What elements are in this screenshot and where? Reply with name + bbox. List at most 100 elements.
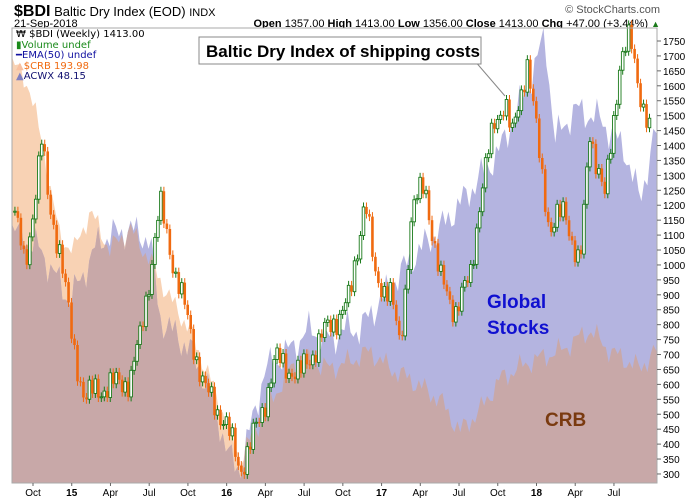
candle — [70, 302, 73, 339]
candle — [609, 152, 613, 160]
candle — [335, 319, 338, 335]
candle — [49, 194, 52, 215]
annotation-text: Baltic Dry Index of shipping costs — [206, 42, 480, 61]
candle — [567, 220, 571, 237]
candle — [272, 358, 276, 384]
legend: ₩ $BDI (Weekly) 1413.00 ▮Volume undef ━E… — [16, 29, 145, 83]
candle — [257, 422, 261, 424]
candle — [67, 282, 70, 303]
legend-ema: ━EMA(50) undef — [16, 50, 145, 62]
y-tick-label: 400 — [663, 440, 680, 451]
candle — [388, 282, 393, 302]
candle — [144, 295, 148, 328]
candle — [537, 118, 541, 158]
candle — [61, 244, 64, 274]
y-tick-label: 1750 — [663, 37, 686, 48]
candle — [421, 177, 425, 194]
x-tick-label: Jul — [143, 488, 156, 499]
candle — [358, 235, 363, 260]
line-icon: ━ — [16, 50, 23, 61]
candle — [561, 201, 565, 218]
candle — [352, 260, 357, 293]
candle — [22, 245, 26, 250]
candle — [519, 89, 524, 112]
candle — [543, 169, 547, 212]
candle — [433, 241, 437, 244]
candle — [576, 249, 580, 263]
candle — [198, 356, 201, 382]
candle — [424, 189, 428, 195]
candle — [409, 221, 413, 271]
open-value: 1357.00 — [284, 18, 325, 30]
candle — [311, 354, 315, 366]
candle — [534, 101, 538, 119]
candle — [460, 286, 464, 312]
crb-label: CRB — [545, 410, 586, 431]
candle — [237, 456, 240, 466]
candle — [382, 285, 387, 298]
legend-acwx: ▲ACWX 48.15 — [16, 71, 145, 83]
candle — [647, 117, 652, 129]
candle — [633, 48, 636, 59]
x-tick-label: 15 — [66, 488, 78, 499]
candle — [361, 206, 366, 236]
candle — [99, 396, 104, 399]
candle — [495, 119, 500, 130]
x-tick-label: Oct — [25, 488, 41, 499]
y-tick-label: 300 — [663, 470, 680, 481]
x-tick-label: Apr — [103, 488, 119, 499]
candle — [314, 354, 318, 363]
y-tick-label: 450 — [663, 425, 680, 436]
candle — [219, 409, 222, 426]
y-tick-label: 1300 — [663, 171, 686, 182]
candle — [585, 166, 589, 205]
x-tick-label: Apr — [258, 488, 274, 499]
x-tick-label: Jul — [298, 488, 311, 499]
candle — [614, 103, 619, 116]
candle — [320, 333, 324, 338]
candle — [159, 190, 163, 221]
candle — [87, 379, 92, 400]
candle — [483, 157, 488, 189]
candle — [28, 236, 32, 266]
candle — [31, 218, 35, 238]
candle — [570, 236, 574, 241]
candle — [317, 333, 321, 363]
candle — [39, 143, 44, 157]
candle — [275, 347, 279, 360]
candle — [120, 379, 124, 393]
y-tick-label: 900 — [663, 291, 680, 302]
candle — [183, 282, 187, 305]
candle — [564, 201, 568, 221]
candle — [13, 210, 17, 213]
chart-title: $BDI Baltic Dry Index (EOD) INDX — [14, 3, 215, 21]
candle — [337, 313, 342, 336]
candle — [639, 83, 642, 108]
candle — [636, 58, 639, 84]
candle — [55, 224, 58, 254]
candle — [251, 422, 256, 450]
global-stocks-label: Stocks — [487, 318, 549, 339]
candle — [391, 282, 395, 305]
y-tick-label: 1450 — [663, 127, 686, 138]
ohlc-readout: Open 1357.00 High 1413.00 Low 1356.00 Cl… — [254, 18, 661, 30]
candle — [546, 211, 550, 223]
legend-crb: ▲$CRB 193.98 — [16, 61, 145, 73]
candle — [466, 280, 470, 283]
candle — [180, 282, 184, 295]
candle — [76, 345, 79, 382]
candle — [189, 315, 193, 330]
candle — [439, 264, 443, 272]
candle — [442, 265, 446, 285]
candle — [16, 211, 20, 218]
x-tick-label: Apr — [567, 488, 583, 499]
candle — [269, 382, 273, 389]
legend-bdi-label: $BDI (Weekly) 1413.00 — [29, 29, 145, 40]
candle — [266, 387, 270, 418]
candle — [224, 416, 229, 425]
chart-date: 21-Sep-2018 — [14, 18, 78, 30]
high-label: High — [327, 18, 352, 30]
y-tick-label: 1100 — [663, 231, 685, 242]
